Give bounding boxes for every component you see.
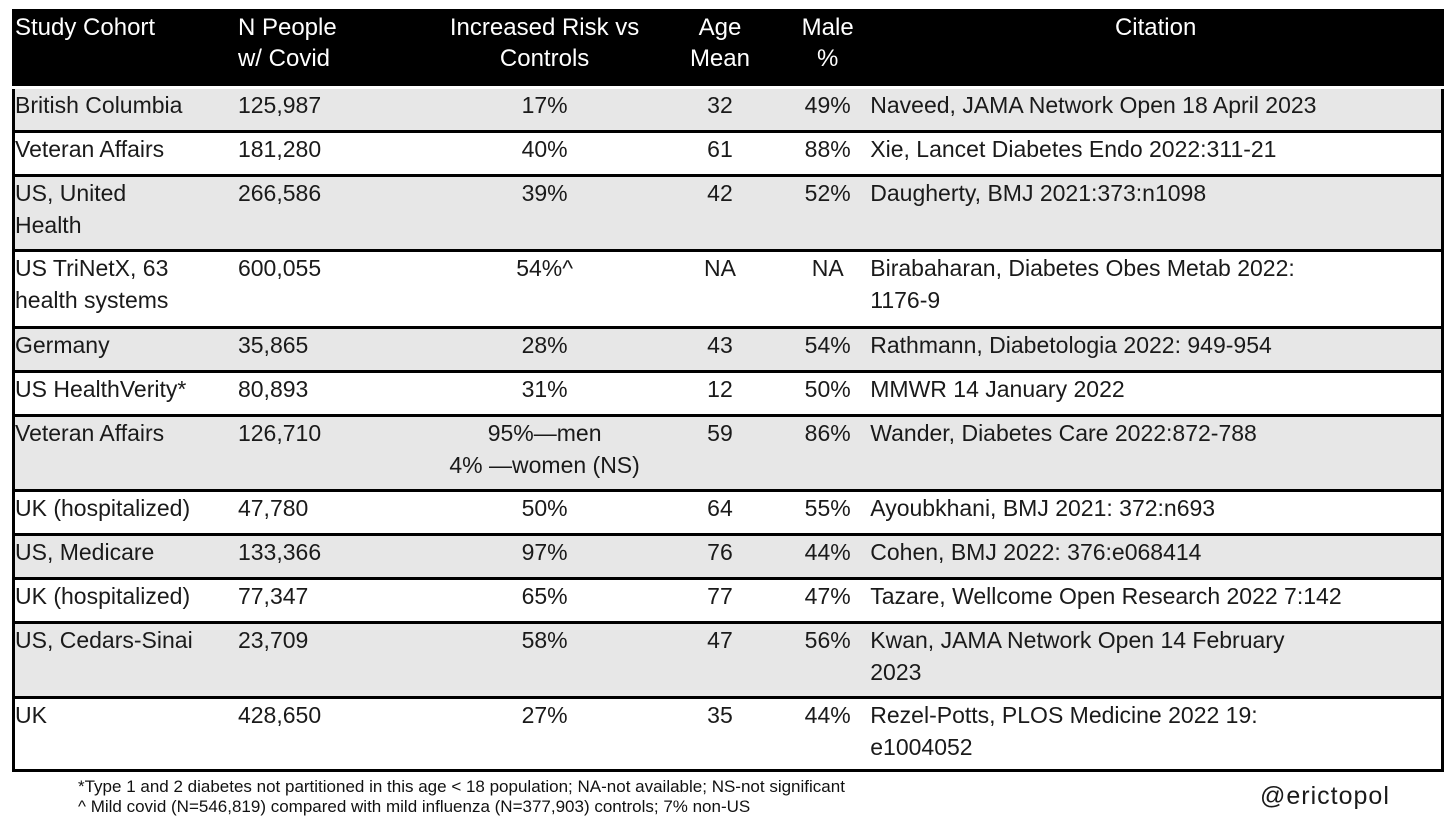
cell-age-mean: 64 [707,495,733,521]
cell-male-pct: 50% [804,376,851,402]
cell-male-pct: 55% [804,495,851,521]
cell-n-people: 125,987 [237,92,322,118]
cell-citation: Xie, Lancet Diabetes Endo 2022:311-21 [870,136,1277,162]
cell-male-pct: 86% [804,420,851,446]
cell-citation: Daugherty, BMJ 2021:373:n1098 [870,180,1207,206]
cell-age-mean: 61 [707,136,733,162]
cell-cohort: US, United Health [15,180,127,238]
footnote-caret: ^ Mild covid (N=546,819) compared with m… [78,797,751,816]
cell-age-mean: 43 [707,332,733,358]
cell-risk: 58% [521,627,568,653]
cell-male-pct: 88% [804,136,851,162]
cell-n-people: 47,780 [237,495,309,521]
cell-male-pct: 47% [804,583,851,609]
cell-citation: Wander, Diabetes Care 2022:872-788 [870,420,1257,446]
cell-risk: 27% [521,702,568,728]
cell-citation: Birabaharan, Diabetes Obes Metab 2022: 1… [870,255,1295,313]
column-header-male-pct: Male % [785,10,871,88]
cell-cohort: UK (hospitalized) [15,495,191,521]
cell-male-pct: NA [811,255,844,281]
cell-citation: MMWR 14 January 2022 [870,376,1125,402]
cell-citation: Rathmann, Diabetologia 2022: 949-954 [870,332,1272,358]
cell-n-people: 80,893 [237,376,309,402]
study-table: Study Cohort N People w/ Covid Increased… [12,9,1444,772]
cell-risk: 97% [521,539,568,565]
cell-cohort: British Columbia [15,92,183,118]
cell-male-pct: 49% [804,92,851,118]
cell-risk: 39% [521,180,568,206]
cell-citation: Ayoubkhani, BMJ 2021: 372:n693 [870,495,1216,521]
cell-risk: 65% [521,583,568,609]
cell-n-people: 428,650 [237,702,322,728]
cell-cohort: Veteran Affairs [15,136,165,162]
cell-risk: 50% [521,495,568,521]
cell-cohort: US, Cedars-Sinai [15,627,193,653]
cell-cohort: US HealthVerity* [15,376,187,402]
cell-n-people: 35,865 [237,332,309,358]
cell-citation: Tazare, Wellcome Open Research 2022 7:14… [870,583,1342,609]
cell-male-pct: 44% [804,702,851,728]
cell-age-mean: 47 [707,627,733,653]
column-header-citation: Citation [870,10,1443,88]
cell-cohort: US, Medicare [15,539,155,565]
table-row: UK (hospitalized) 77,347 65% 77 47% Taza… [13,578,1443,623]
cell-risk: 40% [521,136,568,162]
cell-n-people: 266,586 [237,180,322,206]
cell-cohort: UK (hospitalized) [15,583,191,609]
cell-cohort: Germany [15,332,110,358]
cell-citation: Cohen, BMJ 2022: 376:e068414 [870,539,1202,565]
cell-age-mean: 76 [707,539,733,565]
table-row: Germany 35,865 28% 43 54% Rathmann, Diab… [13,327,1443,372]
cell-risk: 17% [521,92,568,118]
table-row: US, Cedars-Sinai 23,709 58% 47 56% Kwan,… [13,622,1443,698]
cell-male-pct: 56% [804,627,851,653]
cell-age-mean: 59 [707,420,733,446]
cell-age-mean: 42 [707,180,733,206]
cell-male-pct: 52% [804,180,851,206]
table-row: UK (hospitalized) 47,780 50% 64 55% Ayou… [13,490,1443,535]
column-header-n-people: N People w/ Covid [237,10,435,88]
cell-n-people: 181,280 [237,136,322,162]
cell-n-people: 77,347 [237,583,309,609]
table-row: Veteran Affairs 126,710 95%—men 4% —wome… [13,415,1443,491]
table-row: Veteran Affairs 181,280 40% 61 88% Xie, … [13,131,1443,176]
cell-cohort: UK [15,702,47,728]
cell-n-people: 133,366 [237,539,322,565]
cell-citation: Kwan, JAMA Network Open 14 February 2023 [870,627,1285,685]
cell-age-mean: NA [703,255,736,281]
table-row: US HealthVerity* 80,893 31% 12 50% MMWR … [13,371,1443,416]
cell-risk: 28% [521,332,568,358]
table-row: US, United Health 266,586 39% 42 52% Dau… [13,175,1443,251]
cell-male-pct: 54% [804,332,851,358]
footnotes: *Type 1 and 2 diabetes not partitioned i… [78,777,845,817]
cell-cohort: US TriNetX, 63 health systems [15,255,169,313]
cell-age-mean: 32 [707,92,733,118]
column-header-age-mean: Age Mean [654,10,786,88]
table-row: British Columbia 125,987 17% 32 49% Nave… [13,87,1443,132]
attribution-handle: @erictopol [1260,782,1390,810]
cell-n-people: 23,709 [237,627,309,653]
footnote-asterisk: *Type 1 and 2 diabetes not partitioned i… [78,777,845,796]
cell-age-mean: 12 [707,376,733,402]
table-row: UK 428,650 27% 35 44% Rezel-Potts, PLOS … [13,697,1443,771]
cell-age-mean: 77 [707,583,733,609]
cell-risk: 31% [521,376,568,402]
cell-citation: Naveed, JAMA Network Open 18 April 2023 [870,92,1317,118]
cell-n-people: 600,055 [237,255,322,281]
cell-age-mean: 35 [707,702,733,728]
table-row: US TriNetX, 63 health systems 600,055 54… [13,250,1443,328]
table-row: US, Medicare 133,366 97% 76 44% Cohen, B… [13,534,1443,579]
cell-risk: 95%—men 4% —women (NS) [449,420,640,478]
column-header-study-cohort: Study Cohort [13,10,238,88]
column-header-increased-risk: Increased Risk vs Controls [434,10,655,88]
cell-male-pct: 44% [804,539,851,565]
cell-n-people: 126,710 [237,420,322,446]
table-header-row: Study Cohort N People w/ Covid Increased… [13,10,1443,88]
cell-risk: 54%^ [516,255,574,281]
cell-citation: Rezel-Potts, PLOS Medicine 2022 19: e100… [870,702,1258,760]
cell-cohort: Veteran Affairs [15,420,165,446]
